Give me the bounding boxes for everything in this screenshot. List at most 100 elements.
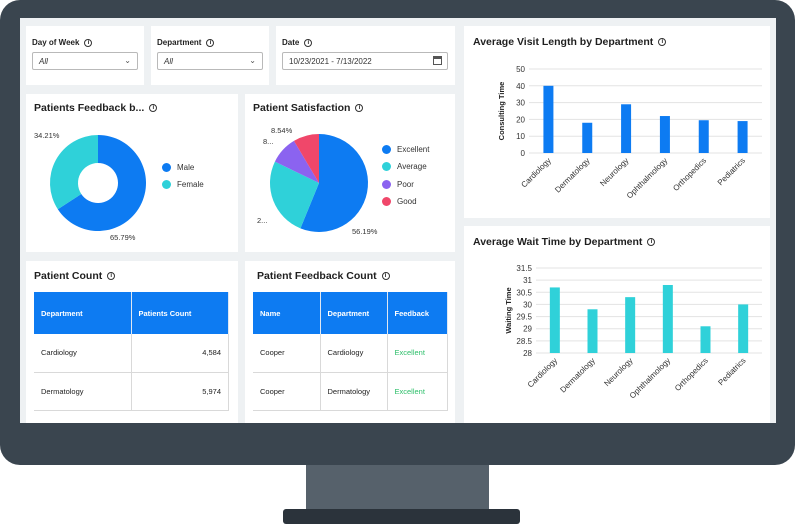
department-value: All: [164, 57, 173, 66]
info-icon[interactable]: i: [107, 272, 116, 281]
table-cell: Dermatology: [320, 372, 388, 411]
pie-label-average: 2...: [257, 216, 268, 225]
bar-pediatrics[interactable]: [738, 304, 749, 353]
legend-item-excellent[interactable]: Excellent: [382, 145, 429, 155]
table-cell: 4,584: [131, 334, 229, 373]
bar-orthopedics[interactable]: [700, 326, 711, 353]
y-tick-label: 10: [516, 132, 525, 141]
date-range-value: 10/23/2021 - 7/13/2022: [289, 57, 372, 66]
legend-item-average[interactable]: Average: [382, 162, 427, 172]
column-header[interactable]: Department: [320, 292, 388, 334]
y-tick-label: 29.5: [516, 313, 532, 322]
bar-ophthalmology[interactable]: [659, 116, 670, 153]
info-icon[interactable]: i: [84, 38, 93, 47]
filter-date-label: Date i: [282, 38, 313, 47]
calendar-icon[interactable]: [433, 56, 442, 65]
table-cell: Cooper: [253, 372, 321, 411]
pie-label-male: 65.79%: [110, 233, 136, 242]
bar-dermatology[interactable]: [582, 122, 593, 153]
table-cell: Cooper: [253, 334, 321, 373]
column-header[interactable]: Name: [253, 292, 321, 334]
legend-swatch: [382, 197, 391, 207]
x-tick-label: Pediatrics: [716, 356, 747, 387]
bar-ophthalmology[interactable]: [662, 285, 673, 353]
legend-item-female[interactable]: Female: [162, 180, 204, 190]
monitor-base: [283, 509, 520, 524]
pie-label-excellent: 56.19%: [352, 227, 378, 236]
feedback-status: Excellent: [387, 334, 448, 373]
legend-item-male[interactable]: Male: [162, 163, 194, 173]
card-title: Patient Count i: [34, 270, 116, 282]
info-icon[interactable]: i: [381, 272, 390, 281]
table-cell: Dermatology: [34, 372, 132, 411]
wait-time-card: Average Wait Time by Department i 28 28.5 2…: [464, 226, 770, 423]
bar-cardiology[interactable]: [549, 287, 560, 353]
y-tick-label: 31.5: [516, 264, 532, 273]
info-icon[interactable]: i: [658, 38, 667, 47]
feedback-count-table: Name Department Feedback Cooper Cardiolo…: [253, 292, 448, 411]
x-tick-label: Dermatology: [553, 156, 591, 194]
column-header[interactable]: Feedback: [387, 292, 448, 334]
table-row[interactable]: Dermatology 5,974: [34, 372, 229, 411]
pie-slice-average[interactable]: [270, 161, 319, 229]
info-icon[interactable]: i: [304, 38, 313, 47]
day-of-week-select[interactable]: All ⌄: [32, 52, 138, 70]
y-tick-label: 30: [523, 300, 532, 309]
x-tick-label: Cardiology: [519, 156, 552, 189]
info-icon[interactable]: i: [149, 104, 158, 113]
info-icon[interactable]: i: [647, 238, 656, 247]
filter-day-of-week: Day of Week i All ⌄: [26, 26, 144, 85]
pie-label-female: 34.21%: [34, 131, 60, 140]
dashboard-screen: Day of Week i All ⌄ Department i All ⌄ Dat…: [20, 18, 776, 423]
patient-feedback-count-card: Patient Feedback Count i Name Department …: [245, 261, 455, 423]
y-tick-label: 31: [523, 276, 532, 285]
table-row[interactable]: Cooper Dermatology Excellent: [253, 372, 448, 411]
y-tick-label: 20: [516, 115, 525, 124]
info-icon[interactable]: i: [355, 104, 364, 113]
x-tick-label: Ophthalmology: [628, 356, 672, 400]
column-header[interactable]: Patients Count: [131, 292, 229, 334]
bar-neurology[interactable]: [625, 297, 636, 353]
monitor-neck: [306, 465, 489, 509]
card-title: Average Visit Length by Department i: [473, 36, 667, 48]
pie-slice-excellent[interactable]: [300, 134, 368, 232]
bar-pediatrics[interactable]: [737, 121, 748, 153]
chevron-down-icon: ⌄: [249, 56, 256, 65]
column-header[interactable]: Department: [34, 292, 132, 334]
table-row[interactable]: Cardiology 4,584: [34, 334, 229, 373]
info-icon[interactable]: i: [206, 38, 215, 47]
bar-orthopedics[interactable]: [698, 120, 709, 153]
pie-slice-female[interactable]: [50, 135, 98, 210]
patient-count-table: Department Patients Count Cardiology 4,5…: [34, 292, 229, 411]
y-tick-label: 40: [516, 82, 525, 91]
legend-item-good[interactable]: Good: [382, 197, 417, 207]
bar-cardiology[interactable]: [543, 85, 554, 153]
card-title: Average Wait Time by Department i: [473, 236, 656, 248]
gender-donut-chart: [50, 135, 146, 231]
pie-label-poor: 8...: [263, 137, 274, 146]
x-tick-label: Orthopedics: [671, 156, 708, 193]
patient-satisfaction-card: Patient Satisfaction i 8.54% 8... 2... 56…: [245, 94, 455, 252]
y-tick-label: 30.5: [516, 288, 532, 297]
table-row[interactable]: Cooper Cardiology Excellent: [253, 334, 448, 373]
department-select[interactable]: All ⌄: [157, 52, 263, 70]
legend-item-poor[interactable]: Poor: [382, 180, 414, 190]
filter-department: Department i All ⌄: [151, 26, 269, 85]
x-tick-label: Dermatology: [558, 356, 596, 394]
pie-slice-male[interactable]: [57, 135, 146, 231]
card-title: Patient Feedback Count i: [257, 270, 390, 282]
y-tick-label: 30: [516, 99, 525, 108]
table-header-row: Name Department Feedback: [253, 292, 448, 334]
bar-neurology[interactable]: [621, 104, 632, 153]
date-range-input[interactable]: 10/23/2021 - 7/13/2022: [282, 52, 448, 70]
y-tick-label: 28: [523, 349, 532, 358]
pie-slice-poor[interactable]: [274, 140, 319, 183]
visit-length-card: Average Visit Length by Department i 0 10 2…: [464, 26, 770, 218]
patient-count-card: Patient Count i Department Patients Count…: [26, 261, 238, 423]
pie-slice-good[interactable]: [293, 134, 319, 183]
legend-swatch: [382, 180, 391, 190]
y-axis-label: Consulting Time: [497, 82, 506, 141]
card-title: Patient Satisfaction i: [253, 102, 364, 114]
satisfaction-pie-chart: [270, 134, 368, 232]
bar-dermatology[interactable]: [587, 309, 598, 353]
